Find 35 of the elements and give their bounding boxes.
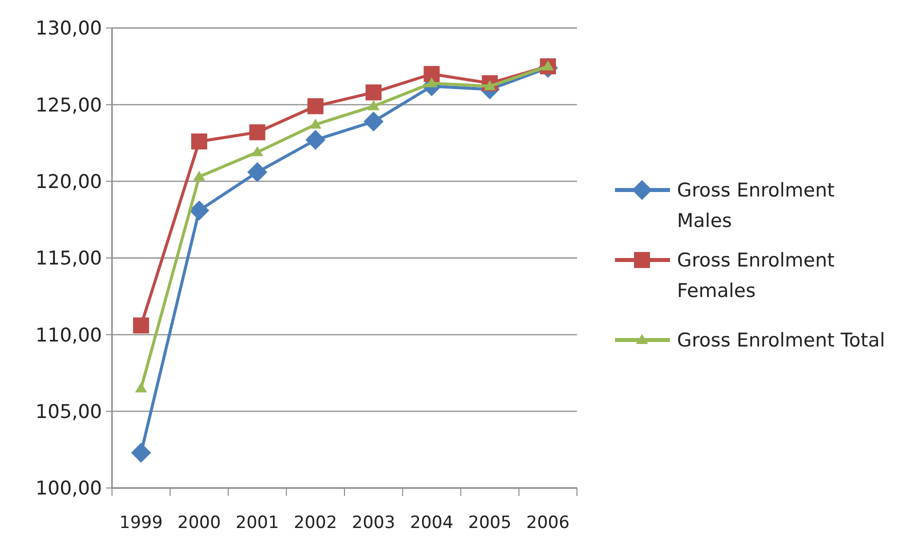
point xyxy=(307,98,324,114)
point xyxy=(368,100,380,110)
y-tick-label: 120,00 xyxy=(36,170,102,193)
point xyxy=(189,200,210,220)
point xyxy=(131,442,152,463)
point xyxy=(191,133,208,150)
x-tick-label: 1999 xyxy=(119,513,163,533)
point xyxy=(133,317,150,334)
x-tick-label: 2003 xyxy=(352,513,396,533)
point xyxy=(305,130,326,150)
x-tick-label: 2000 xyxy=(178,513,221,533)
point xyxy=(251,146,264,156)
point xyxy=(366,84,382,100)
point xyxy=(426,77,438,88)
x-tick-label: 2002 xyxy=(294,513,338,533)
point xyxy=(193,170,206,181)
x-tick-label: 2006 xyxy=(526,513,570,533)
legend-label: Gross Enrolment Males xyxy=(677,180,835,232)
point xyxy=(364,112,384,132)
y-tick-label: 105,00 xyxy=(36,400,102,423)
point xyxy=(309,118,322,129)
point xyxy=(247,162,268,182)
x-tick-label: 2001 xyxy=(236,513,279,533)
y-tick-label: 115,00 xyxy=(36,248,102,270)
legend-label: Gross Enrolment Total xyxy=(677,330,886,352)
legend-label: Gross Enrolment Females xyxy=(677,250,835,302)
x-tick-label: 2005 xyxy=(468,513,512,533)
y-tick-label: 130,00 xyxy=(36,18,102,40)
y-tick-label: 100,00 xyxy=(36,478,102,500)
point xyxy=(135,382,148,392)
point xyxy=(249,124,266,140)
point xyxy=(424,66,440,82)
y-tick-label: 125,00 xyxy=(36,94,102,116)
y-tick-label: 110,00 xyxy=(36,324,102,346)
x-tick-label: 2004 xyxy=(410,513,454,533)
